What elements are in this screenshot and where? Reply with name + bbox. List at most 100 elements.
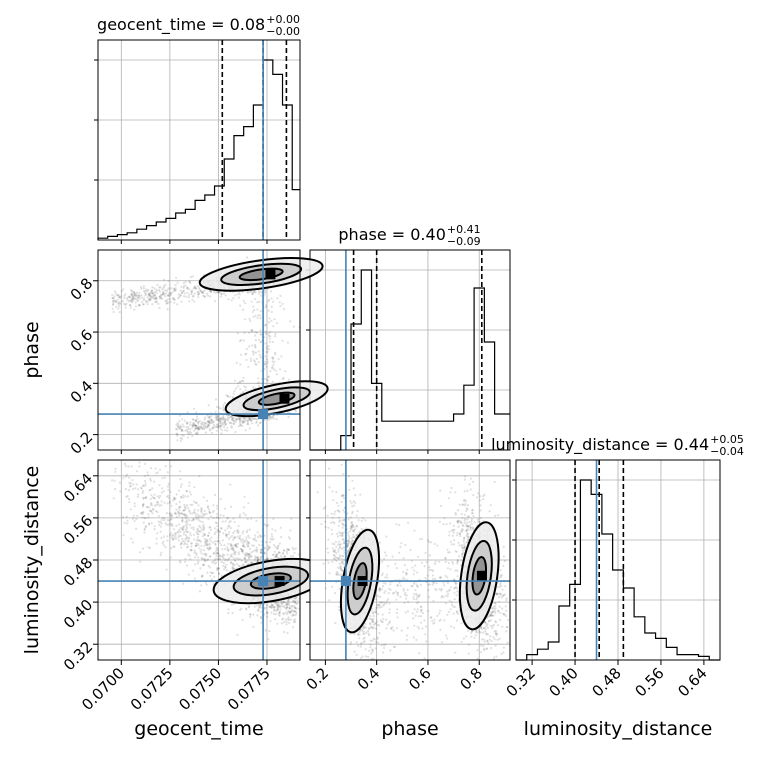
panel-phase-geocent_time-point bbox=[145, 293, 148, 296]
panel-luminosity_distance-geocent_time-point bbox=[192, 533, 196, 537]
panel-luminosity_distance-phase-point bbox=[337, 548, 340, 551]
panel-luminosity_distance-geocent_time-point bbox=[160, 491, 163, 494]
panel-phase-geocent_time-point bbox=[172, 298, 176, 301]
panel-phase-geocent_time-point bbox=[252, 353, 255, 356]
panel-phase-geocent_time-point bbox=[247, 423, 250, 426]
panel-luminosity_distance-geocent_time-point bbox=[197, 518, 200, 522]
panel-phase-geocent_time-point bbox=[272, 368, 275, 371]
panel-luminosity_distance-geocent_time-point bbox=[243, 540, 246, 544]
panel-luminosity_distance-geocent_time-point bbox=[202, 525, 205, 528]
panel-luminosity_distance-geocent_time-point bbox=[260, 603, 263, 606]
panel-luminosity_distance-geocent_time-point bbox=[221, 548, 224, 551]
panel-luminosity_distance-geocent_time-point bbox=[186, 543, 189, 546]
panel-luminosity_distance-geocent_time-point bbox=[167, 488, 170, 491]
panel-phase-geocent_time-point bbox=[188, 300, 191, 303]
panel-luminosity_distance-geocent_time-point bbox=[130, 465, 133, 468]
panel-phase-geocent_time-point bbox=[153, 287, 156, 290]
panel-phase-geocent_time-point bbox=[189, 421, 192, 424]
panel-phase-geocent_time-point bbox=[184, 429, 187, 432]
panel-luminosity_distance-geocent_time-point bbox=[175, 524, 178, 528]
panel-luminosity_distance-geocent_time-point bbox=[166, 519, 169, 522]
panel-luminosity_distance-phase-point bbox=[339, 534, 342, 537]
panel-luminosity_distance-geocent_time-point bbox=[158, 468, 162, 471]
panel-luminosity_distance-geocent_time-point bbox=[234, 544, 237, 547]
panel-luminosity_distance-geocent_time-point bbox=[172, 545, 175, 549]
panel-luminosity_distance-geocent_time-point bbox=[210, 515, 213, 518]
panel-phase-geocent_time-point bbox=[133, 297, 136, 301]
panel-phase-geocent_time-point bbox=[193, 292, 196, 295]
panel-luminosity_distance-geocent_time-point bbox=[291, 554, 295, 558]
panel-luminosity_distance-geocent_time-point bbox=[255, 539, 258, 543]
panel-luminosity_distance-geocent_time-point bbox=[260, 621, 263, 624]
panel-phase-geocent_time-point bbox=[264, 342, 267, 345]
panel-luminosity_distance-geocent_time-point bbox=[203, 553, 206, 556]
panel-luminosity_distance-geocent_time-point bbox=[225, 535, 228, 538]
panel-luminosity_distance-geocent_time-point bbox=[207, 534, 210, 537]
panel-phase-geocent_time-point bbox=[187, 427, 190, 431]
panel-luminosity_distance-geocent_time-point bbox=[268, 605, 271, 608]
panel-luminosity_distance-phase-point bbox=[381, 613, 384, 616]
panel-phase-geocent_time-point bbox=[242, 376, 245, 379]
panel-luminosity_distance-geocent_time-point bbox=[236, 546, 239, 549]
panel-luminosity_distance-phase-point bbox=[368, 617, 371, 620]
panel-phase-geocent_time-point bbox=[244, 318, 247, 321]
panel-luminosity_distance-phase-point bbox=[378, 606, 381, 609]
panel-phase-geocent_time-point bbox=[279, 368, 282, 371]
panel-luminosity_distance-geocent_time-point bbox=[285, 620, 288, 624]
panel-phase-geocent_time-point bbox=[256, 382, 259, 385]
panel-phase-geocent_time-point bbox=[230, 416, 233, 419]
panel-phase-geocent_time-point bbox=[207, 416, 210, 420]
panel-luminosity_distance-geocent_time-point bbox=[200, 544, 203, 547]
panel-phase-geocent_time-point bbox=[181, 423, 184, 426]
panel-phase-geocent_time-point bbox=[252, 315, 255, 318]
panel-luminosity_distance-phase-point bbox=[370, 652, 373, 655]
panel-luminosity_distance-geocent_time-point bbox=[256, 559, 259, 562]
panel-luminosity_distance-geocent_time-point bbox=[192, 528, 195, 531]
panel-luminosity_distance-geocent_time-point bbox=[272, 612, 275, 616]
panel-luminosity_distance-geocent_time-point bbox=[271, 535, 274, 538]
panel-phase-geocent_time-point bbox=[242, 299, 245, 302]
panel-phase-geocent_time-point bbox=[248, 417, 251, 420]
panel-luminosity_distance-geocent_time-point bbox=[128, 497, 131, 501]
panel-phase-geocent_time-point bbox=[194, 419, 197, 422]
panel-phase-geocent_time-point bbox=[130, 290, 134, 293]
panel-luminosity_distance-geocent_time-point bbox=[207, 558, 210, 561]
panel-luminosity_distance-geocent_time-point bbox=[181, 537, 184, 540]
panel-luminosity_distance-geocent_time-point bbox=[170, 515, 173, 518]
panel-luminosity_distance-geocent_time-point bbox=[254, 537, 257, 540]
panel-luminosity_distance-phase-point bbox=[369, 622, 372, 625]
panel-luminosity_distance-geocent_time-point bbox=[292, 626, 295, 629]
panel-luminosity_distance-geocent_time-point bbox=[164, 522, 167, 525]
panel-phase-geocent_time-point bbox=[289, 320, 292, 323]
panel-luminosity_distance-geocent_time-point bbox=[256, 608, 259, 612]
panel-phase-geocent_time-point bbox=[226, 416, 229, 419]
panel-phase-geocent_time-point bbox=[173, 301, 176, 304]
panel-luminosity_distance-geocent_time-point bbox=[175, 503, 178, 506]
panel-phase-geocent_time-point bbox=[185, 287, 189, 290]
panel-luminosity_distance-phase-point bbox=[369, 646, 372, 649]
panel-phase-geocent_time-point bbox=[258, 384, 261, 388]
panel-phase-geocent_time-point bbox=[151, 289, 154, 292]
panel-luminosity_distance-geocent_time-point bbox=[189, 548, 192, 551]
panel-luminosity_distance-geocent_time-point bbox=[128, 476, 131, 479]
panel-phase-geocent_time-point bbox=[182, 289, 185, 292]
panel-luminosity_distance-geocent_time-point bbox=[216, 525, 219, 528]
panel-phase-geocent_time-point bbox=[192, 294, 195, 298]
panel-phase-geocent_time-point bbox=[134, 301, 137, 304]
panel-luminosity_distance-geocent_time-point bbox=[232, 517, 235, 520]
panel-phase-geocent_time-point bbox=[281, 339, 284, 342]
panel-luminosity_distance-geocent_time-point bbox=[177, 523, 180, 526]
panel-luminosity_distance-geocent_time-point bbox=[216, 567, 219, 570]
panel-phase-geocent_time-point bbox=[212, 420, 215, 423]
panel-luminosity_distance-geocent_time-point bbox=[136, 514, 139, 518]
panel-phase-geocent_time-point bbox=[265, 346, 268, 349]
panel-luminosity_distance-geocent_time-point bbox=[178, 470, 181, 473]
panel-luminosity_distance-geocent_time-point bbox=[255, 550, 258, 553]
panel-luminosity_distance-geocent_time-point bbox=[280, 536, 283, 539]
panel-phase-geocent_time-point bbox=[140, 301, 144, 304]
panel-phase-geocent_time-point bbox=[214, 410, 217, 413]
panel-luminosity_distance-geocent_time-point bbox=[186, 519, 189, 522]
panel-phase-geocent_time-point bbox=[272, 356, 275, 359]
panel-luminosity_distance-phase-point bbox=[364, 519, 367, 522]
panel-phase-geocent_time-point bbox=[209, 290, 212, 293]
